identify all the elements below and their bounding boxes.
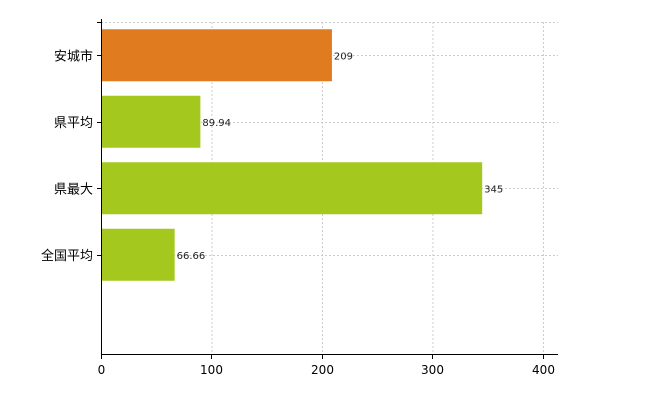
category-tick-label: 県平均	[54, 116, 93, 131]
bar	[102, 228, 175, 281]
grid-layer	[101, 22, 558, 354]
data-label: 89.94	[202, 118, 231, 129]
data-label: 345	[484, 184, 503, 195]
bar	[102, 29, 332, 82]
data-label: 209	[334, 51, 353, 62]
axis-layer	[97, 19, 558, 359]
labels-layer: 209 安城市 89.94 県平均 345 県最大 66.66 全国平均 0 100 200 300 4…	[41, 48, 555, 377]
category-tick-label: 県最大	[54, 182, 93, 197]
x-tick-label: 100	[200, 363, 223, 377]
x-tick-label: 200	[311, 363, 334, 377]
data-label: 66.66	[177, 251, 206, 262]
x-tick-label: 400	[532, 363, 555, 377]
x-tick-label: 300	[421, 363, 444, 377]
category-tick-label: 安城市	[54, 48, 93, 64]
bar	[102, 95, 201, 148]
category-tick-label: 全国平均	[41, 248, 93, 264]
bars-layer	[102, 29, 483, 281]
bar	[102, 162, 483, 215]
x-tick-label: 0	[98, 363, 106, 377]
